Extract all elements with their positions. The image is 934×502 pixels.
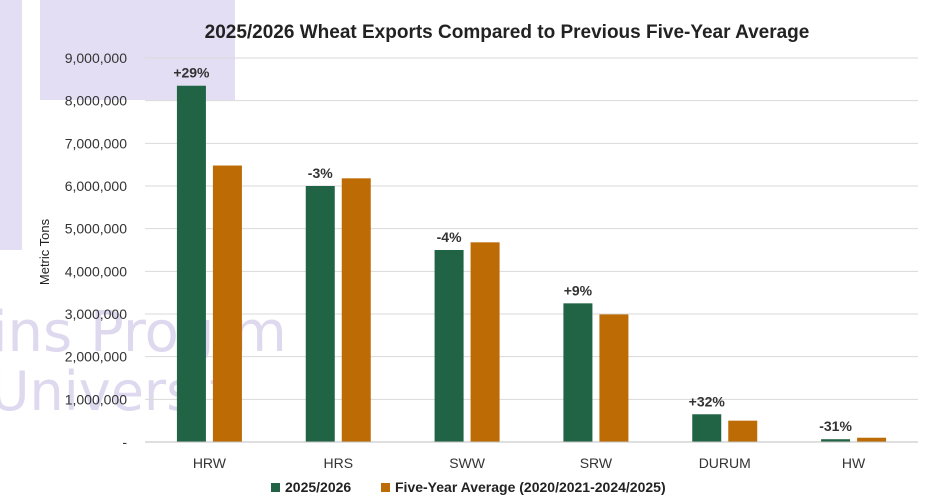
bar-2025-2026 xyxy=(305,186,335,442)
percent-change-label: +32% xyxy=(689,393,726,409)
bar-five-year-average xyxy=(599,314,629,442)
y-axis-label: Metric Tons xyxy=(37,218,52,285)
x-tick-label: HW xyxy=(842,455,866,471)
y-tick-label: 5,000,000 xyxy=(65,221,127,237)
y-tick-label: 2,000,000 xyxy=(65,349,127,365)
percent-change-label: -4% xyxy=(437,229,462,245)
legend-label: 2025/2026 xyxy=(285,479,351,495)
legend-swatch xyxy=(271,483,280,492)
legend: 2025/2026 Five-Year Average (2020/2021-20… xyxy=(271,479,666,495)
y-tick-label: 4,000,000 xyxy=(65,263,127,279)
bar-five-year-average xyxy=(341,178,371,442)
legend-label: Five-Year Average (2020/2021-2024/2025) xyxy=(395,479,666,495)
chart-title: 2025/2026 Wheat Exports Compared to Prev… xyxy=(205,22,810,43)
bar-five-year-average xyxy=(470,242,500,442)
percent-change-label: -3% xyxy=(308,165,333,181)
y-tick-label: - xyxy=(122,434,127,450)
x-tick-label: HRS xyxy=(323,455,353,471)
annotations: +29% -3% -4% +9% +32% -31% xyxy=(173,65,852,434)
y-tick-label: 8,000,000 xyxy=(65,93,127,109)
percent-change-label: -31% xyxy=(819,418,852,434)
percent-change-label: +9% xyxy=(564,282,593,298)
bar-five-year-average xyxy=(212,165,242,442)
legend-swatch xyxy=(381,483,390,492)
x-tick-label: HRW xyxy=(193,455,227,471)
x-tick-label: SWW xyxy=(449,455,486,471)
bars xyxy=(176,85,887,442)
y-axis-ticks: - 1,000,000 2,000,000 3,000,000 4,000,000 5,0… xyxy=(65,50,128,450)
bar-2025-2026 xyxy=(563,303,593,442)
percent-change-label: +29% xyxy=(173,65,210,81)
bar-five-year-average xyxy=(728,420,758,442)
y-tick-label: 6,000,000 xyxy=(65,178,127,194)
y-tick-label: 9,000,000 xyxy=(65,50,127,66)
bar-five-year-average xyxy=(857,437,887,442)
x-axis-ticks: HRW HRS SWW SRW DURUM HW xyxy=(193,455,866,471)
y-tick-label: 7,000,000 xyxy=(65,135,127,151)
y-tick-label: 1,000,000 xyxy=(65,391,127,407)
gridlines xyxy=(145,57,918,400)
bar-2025-2026 xyxy=(176,85,206,442)
bar-2025-2026 xyxy=(692,414,722,442)
bar-2025-2026 xyxy=(434,250,464,442)
y-tick-label: 3,000,000 xyxy=(65,306,127,322)
x-tick-label: DURUM xyxy=(699,455,751,471)
x-tick-label: SRW xyxy=(580,455,613,471)
bar-2025-2026 xyxy=(821,439,851,442)
